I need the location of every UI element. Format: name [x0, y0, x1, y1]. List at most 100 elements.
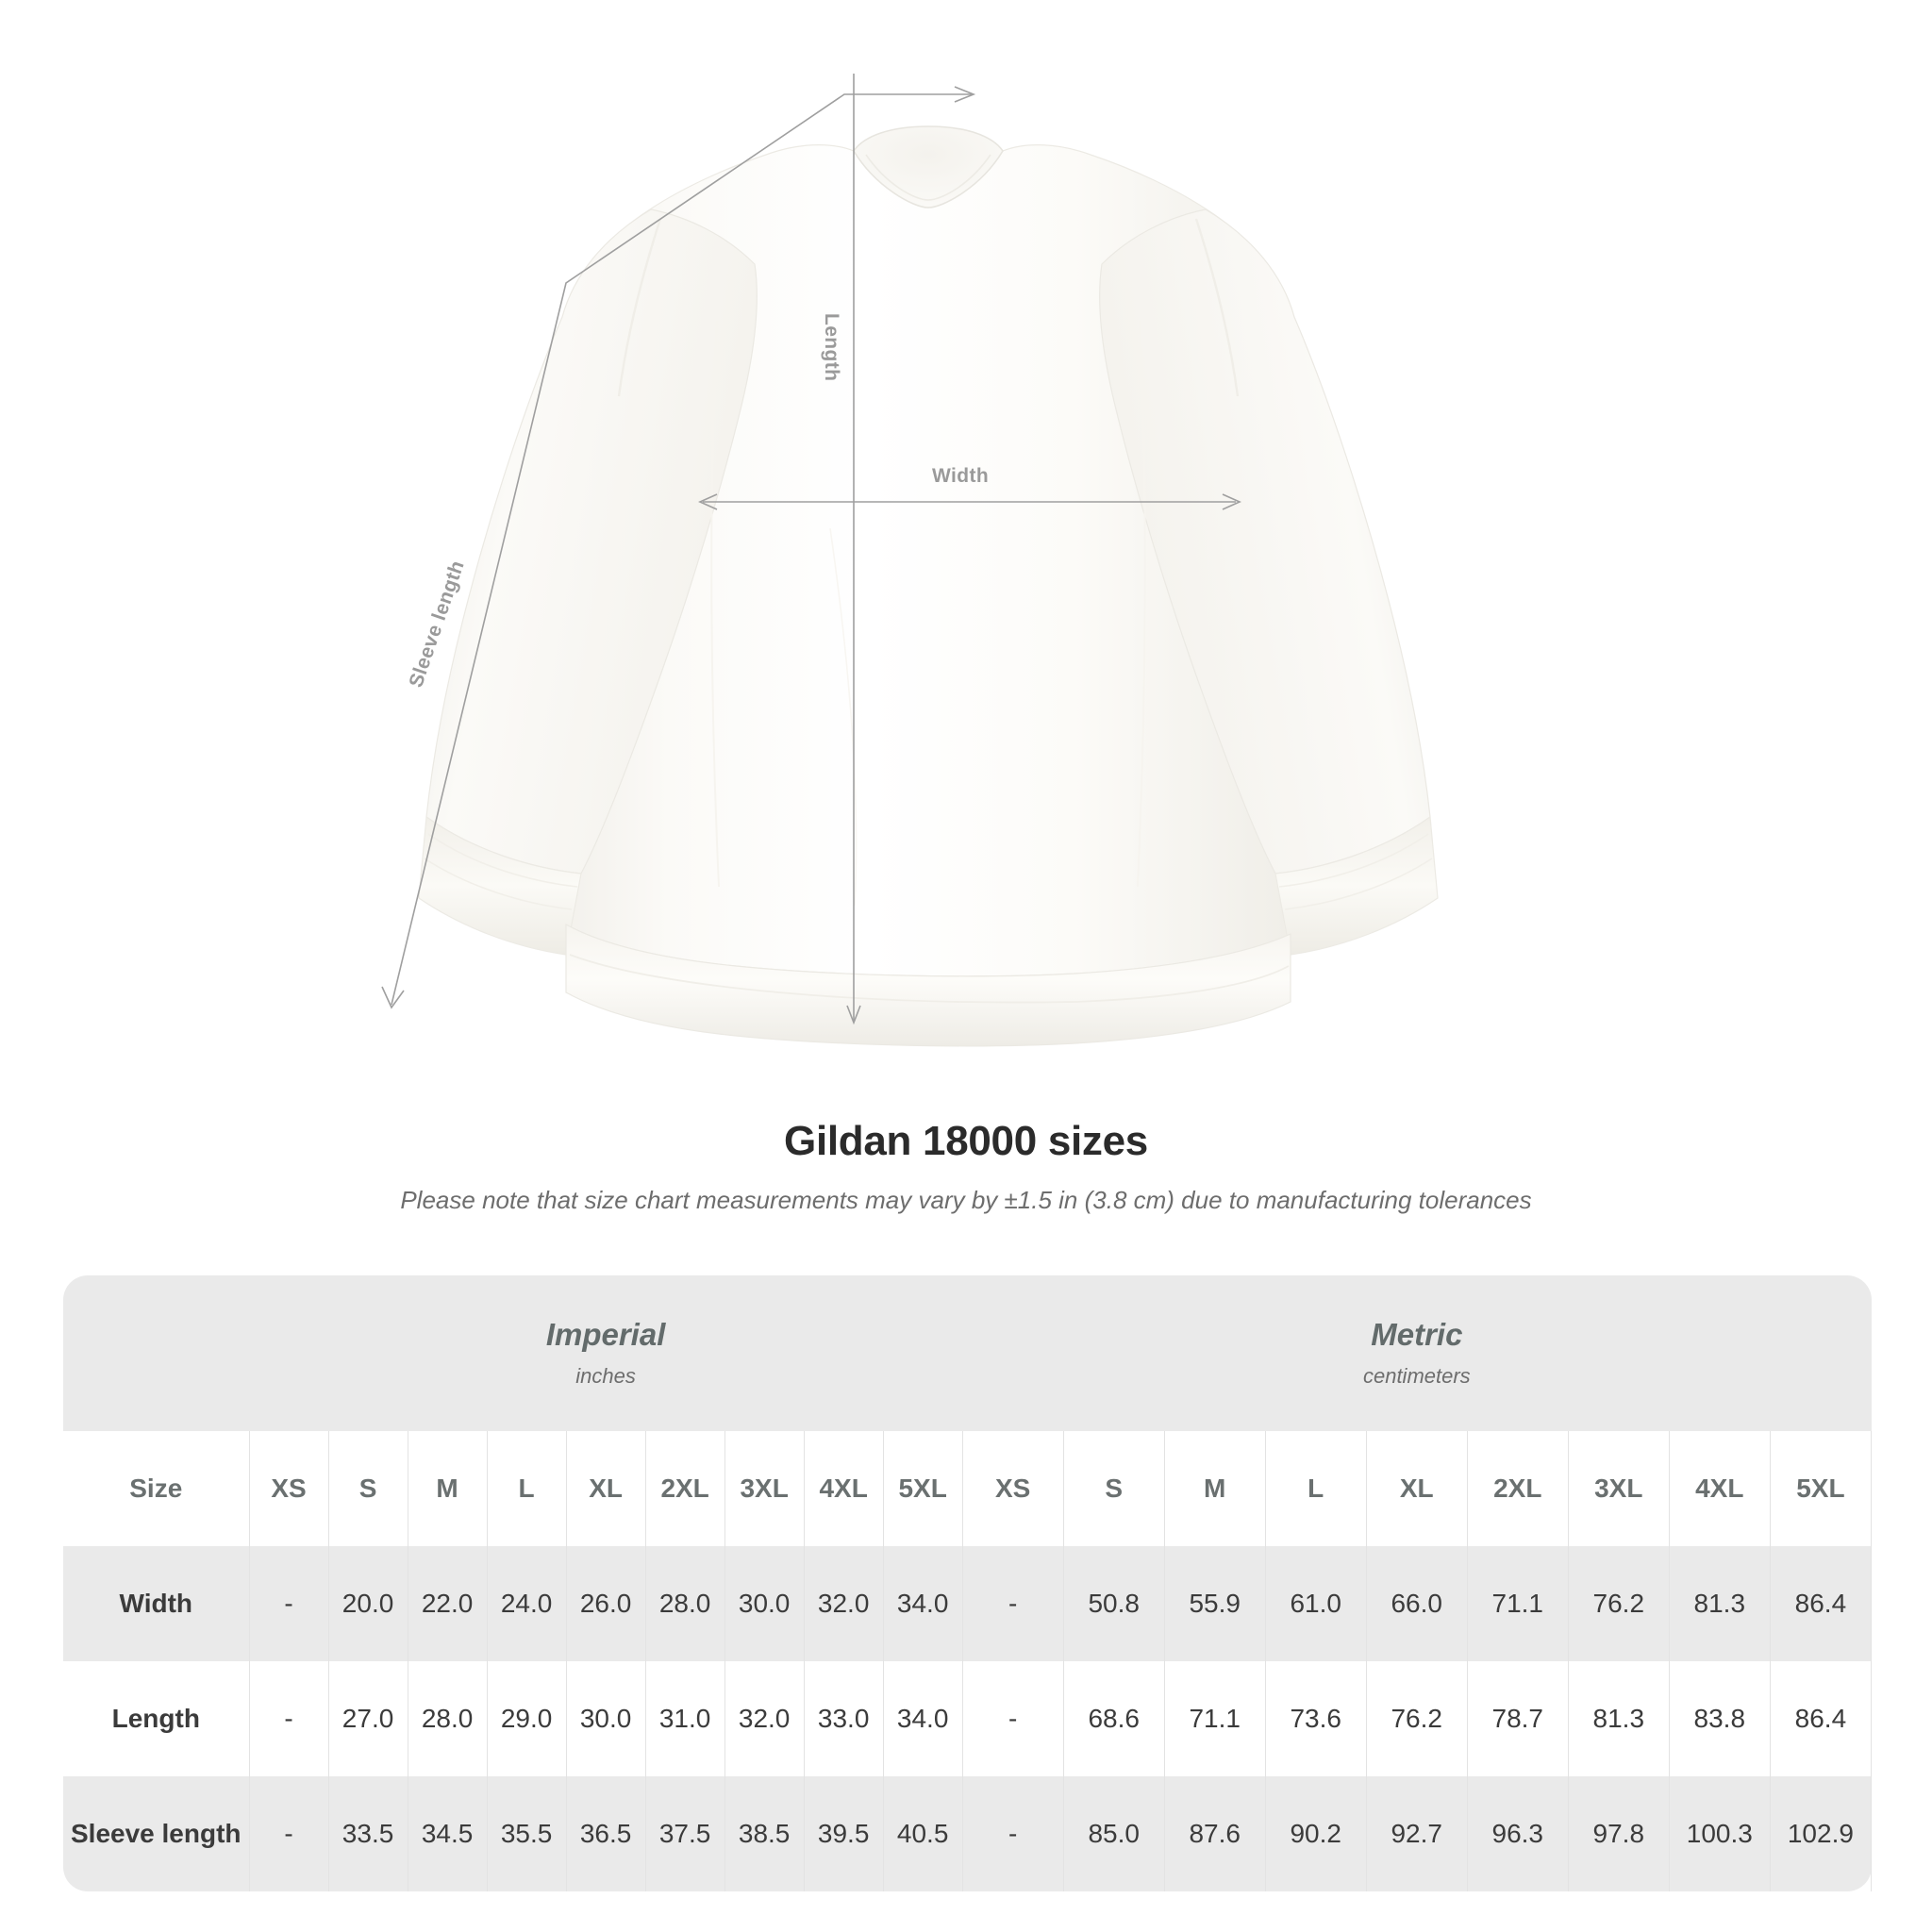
cell-sleeve-length-imperial-xl: 36.5 [565, 1776, 646, 1891]
cell-sleeve-length-imperial-s: 33.5 [327, 1776, 408, 1891]
cell-width-metric-m: 55.9 [1163, 1546, 1266, 1661]
cell-width-imperial-5xl: 34.0 [882, 1546, 963, 1661]
length-measure-label: Length [821, 313, 842, 382]
cell-length-imperial-xs: - [248, 1661, 329, 1776]
cell-length-imperial-2xl: 31.0 [644, 1661, 725, 1776]
unit-header-stub [63, 1275, 250, 1431]
unit-header-metric: Metric centimeters [962, 1275, 1872, 1431]
cell-length-imperial-5xl: 34.0 [882, 1661, 963, 1776]
size-header-imperial-5xl: 5XL [882, 1431, 963, 1546]
cell-sleeve-length-metric-xl: 92.7 [1365, 1776, 1468, 1891]
unit-subtitle: centimeters [1362, 1363, 1471, 1388]
cell-sleeve-length-metric-m: 87.6 [1163, 1776, 1266, 1891]
table-row: Width -20.0 22.0 24.0 26.0 28.0 30.0 32.0 34.0-5… [63, 1546, 1873, 1661]
cell-sleeve-length-imperial-m: 34.5 [407, 1776, 488, 1891]
cell-width-metric-xl: 66.0 [1365, 1546, 1468, 1661]
cell-sleeve-length-imperial-xs: - [248, 1776, 329, 1891]
cell-sleeve-length-metric-2xl: 96.3 [1466, 1776, 1569, 1891]
size-header-metric-m: M [1163, 1431, 1266, 1546]
row-label-width: Width [63, 1546, 250, 1661]
cell-length-imperial-l: 29.0 [486, 1661, 567, 1776]
size-header-metric-s: S [1062, 1431, 1165, 1546]
cell-width-metric-3xl: 76.2 [1567, 1546, 1670, 1661]
unit-name: Imperial [545, 1317, 666, 1353]
measurement-lines [381, 74, 1241, 1025]
cell-length-metric-m: 71.1 [1163, 1661, 1266, 1776]
cell-length-imperial-4xl: 33.0 [803, 1661, 884, 1776]
cell-width-imperial-xl: 26.0 [565, 1546, 646, 1661]
cell-length-metric-xs: - [961, 1661, 1064, 1776]
cell-width-imperial-4xl: 32.0 [803, 1546, 884, 1661]
cell-width-metric-2xl: 71.1 [1466, 1546, 1569, 1661]
sleeve-arrow-bottom [381, 986, 405, 1009]
size-header-metric-xl: XL [1365, 1431, 1468, 1546]
size-header-imperial-xl: XL [565, 1431, 646, 1546]
size-table: Imperial inches Metric centimeters Size XS S M L… [63, 1275, 1873, 1891]
sleeve-length-line [391, 93, 972, 1006]
cell-length-imperial-xl: 30.0 [565, 1661, 646, 1776]
cell-length-metric-3xl: 81.3 [1567, 1661, 1670, 1776]
cell-sleeve-length-metric-xs: - [961, 1776, 1064, 1891]
garment-illustration: Length Width Sleeve length [381, 74, 1439, 1047]
cell-width-imperial-l: 24.0 [486, 1546, 567, 1661]
tolerance-note: Please note that size chart measurements… [400, 1186, 1532, 1214]
width-arrow-left [698, 493, 718, 510]
unit-name: Metric [1371, 1317, 1463, 1353]
cell-sleeve-length-imperial-3xl: 38.5 [724, 1776, 805, 1891]
unit-header-imperial: Imperial inches [249, 1275, 963, 1431]
size-header-imperial-2xl: 2XL [644, 1431, 725, 1546]
page-title: Gildan 18000 sizes [784, 1118, 1148, 1164]
cell-width-imperial-xs: - [248, 1546, 329, 1661]
table-row: Sleeve length -33.5 34.5 35.5 36.5 37.5 38.5 39… [63, 1776, 1873, 1891]
cell-sleeve-length-imperial-l: 35.5 [486, 1776, 567, 1891]
unit-header-row: Imperial inches Metric centimeters [63, 1275, 1872, 1431]
cell-width-imperial-2xl: 28.0 [644, 1546, 725, 1661]
cell-sleeve-length-metric-3xl: 97.8 [1567, 1776, 1670, 1891]
size-header-metric-xs: XS [961, 1431, 1064, 1546]
row-label-sleeve-length: Sleeve length [63, 1776, 250, 1891]
cell-length-imperial-m: 28.0 [407, 1661, 488, 1776]
table-row: Length -27.0 28.0 29.0 30.0 31.0 32.0 33.0 34.0-… [63, 1661, 1873, 1776]
cell-width-imperial-3xl: 30.0 [724, 1546, 805, 1661]
length-arrow-bottom [846, 1005, 861, 1025]
cell-width-metric-l: 61.0 [1264, 1546, 1367, 1661]
cell-length-imperial-3xl: 32.0 [724, 1661, 805, 1776]
unit-subtitle: inches [575, 1363, 636, 1388]
cell-sleeve-length-metric-4xl: 100.3 [1668, 1776, 1771, 1891]
cell-sleeve-length-imperial-2xl: 37.5 [644, 1776, 725, 1891]
cell-sleeve-length-imperial-5xl: 40.5 [882, 1776, 963, 1891]
cell-width-metric-5xl: 86.4 [1769, 1546, 1873, 1661]
sweatshirt-diagram [381, 74, 1439, 1047]
cell-length-metric-2xl: 78.7 [1466, 1661, 1569, 1776]
size-header-metric-5xl: 5XL [1769, 1431, 1873, 1546]
size-header-metric-3xl: 3XL [1567, 1431, 1670, 1546]
cell-length-metric-xl: 76.2 [1365, 1661, 1468, 1776]
sleeve-arrow-top [954, 86, 976, 103]
size-header-label: Size [63, 1431, 250, 1546]
width-measure-label: Width [932, 465, 990, 487]
size-header-imperial-4xl: 4XL [803, 1431, 884, 1546]
cell-width-metric-xs: - [961, 1546, 1064, 1661]
cell-width-metric-s: 50.8 [1062, 1546, 1165, 1661]
size-header-metric-4xl: 4XL [1668, 1431, 1771, 1546]
cell-length-metric-l: 73.6 [1264, 1661, 1367, 1776]
size-table-container: Imperial inches Metric centimeters Size XS S M L… [63, 1275, 1873, 1891]
size-header-imperial-3xl: 3XL [724, 1431, 805, 1546]
cell-width-metric-4xl: 81.3 [1668, 1546, 1771, 1661]
cell-length-metric-5xl: 86.4 [1769, 1661, 1873, 1776]
cell-width-imperial-m: 22.0 [407, 1546, 488, 1661]
width-arrow-right [1222, 493, 1241, 510]
size-header-metric-2xl: 2XL [1466, 1431, 1569, 1546]
cell-sleeve-length-metric-5xl: 102.9 [1769, 1776, 1873, 1891]
size-header-imperial-l: L [486, 1431, 567, 1546]
cell-sleeve-length-metric-s: 85.0 [1062, 1776, 1165, 1891]
title-block: Gildan 18000 sizes Please note that size… [0, 1118, 1932, 1215]
sweatshirt-body [418, 125, 1439, 1047]
cell-width-imperial-s: 20.0 [327, 1546, 408, 1661]
size-header-imperial-s: S [327, 1431, 408, 1546]
size-header-metric-l: L [1264, 1431, 1367, 1546]
cell-sleeve-length-metric-l: 90.2 [1264, 1776, 1367, 1891]
cell-length-imperial-s: 27.0 [327, 1661, 408, 1776]
cell-sleeve-length-imperial-4xl: 39.5 [803, 1776, 884, 1891]
